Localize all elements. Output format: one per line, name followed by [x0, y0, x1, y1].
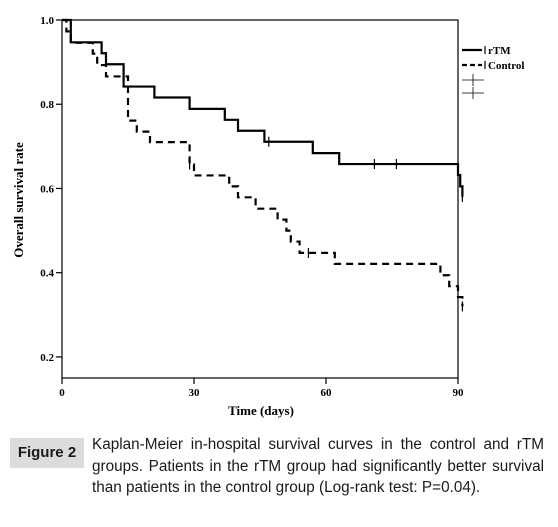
axes: 0.2 0.4 0.6 0.8 1.0 0 30 60 90: [40, 15, 464, 399]
x-tick-label: 90: [453, 387, 465, 399]
y-tick-label: 0.4: [40, 268, 54, 280]
series-line-rtm: [62, 18, 464, 197]
figure-label: Figure 2: [10, 438, 84, 468]
series-line-control: [62, 18, 464, 307]
y-tick-label: 0.8: [40, 99, 54, 111]
legend-label-control: Control: [488, 60, 524, 72]
caption-text: Kaplan-Meier in-hospital survival curves…: [92, 436, 544, 496]
y-tick-label: 0.6: [40, 183, 54, 195]
survival-chart: Overall survival rate Time (days) 0.2 0.4…: [11, 15, 524, 418]
y-axis-title: Overall survival rate: [11, 142, 26, 258]
y-tick-label: 0.2: [40, 352, 54, 364]
figure-caption: Figure 2 Kaplan-Meier in-hospital surviv…: [10, 434, 550, 524]
y-tick-label: 1.0: [40, 15, 54, 27]
plot-frame: [61, 19, 459, 379]
x-tick-label: 0: [59, 387, 65, 399]
y-axis-title-group: Overall survival rate: [11, 142, 26, 258]
x-tick-label: 30: [189, 387, 201, 399]
x-axis-title: Time (days): [228, 403, 294, 418]
plot-area: [62, 18, 464, 312]
legend-label-rtm: rTM: [488, 45, 511, 57]
legend: rTM Control: [462, 45, 524, 99]
x-tick-label: 60: [321, 387, 333, 399]
